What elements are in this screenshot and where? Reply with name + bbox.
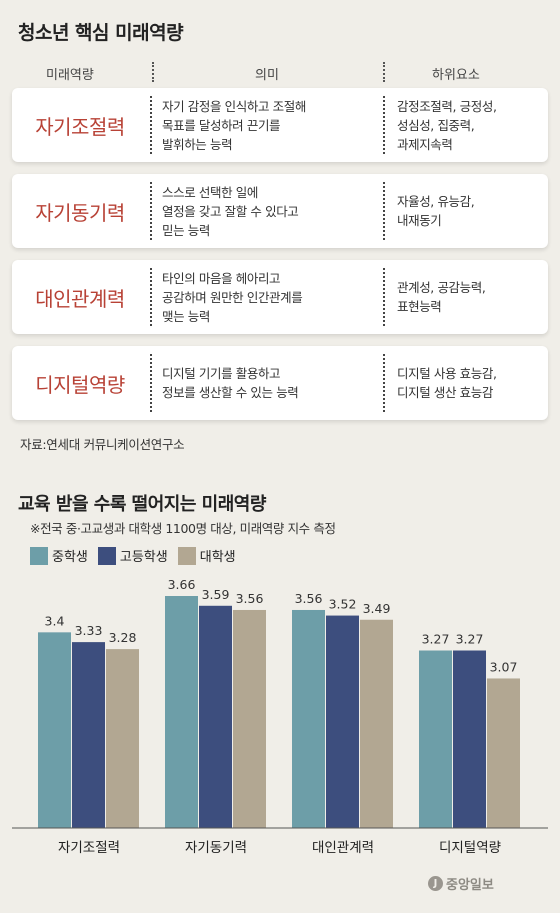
competency-name: 디지털역량 bbox=[35, 372, 125, 397]
legend-item: 대학생 bbox=[177, 546, 236, 565]
data-label: 3.49 bbox=[363, 601, 391, 616]
card-divider bbox=[150, 182, 152, 240]
category-label: 자기조절력 bbox=[58, 840, 120, 856]
competency-subelements: 자율성, 유능감, 내재동기 bbox=[397, 194, 475, 228]
header-divider-1 bbox=[152, 62, 154, 82]
data-label: 3.59 bbox=[202, 587, 230, 602]
bar bbox=[165, 596, 198, 828]
bar bbox=[106, 649, 139, 828]
legend-swatch bbox=[30, 546, 48, 565]
card-divider bbox=[383, 354, 385, 412]
card-divider bbox=[150, 268, 152, 326]
card-divider bbox=[383, 268, 385, 326]
table-title: 청소년 핵심 미래역량 bbox=[18, 22, 184, 44]
competency-card: 자기동기력 스스로 선택한 일에 열정을 갖고 잘할 수 있다고 믿는 능력 자율성… bbox=[12, 174, 548, 248]
bar bbox=[360, 619, 393, 828]
header-meaning: 의미 bbox=[255, 68, 279, 83]
bar bbox=[233, 609, 266, 828]
data-label: 3.27 bbox=[422, 632, 450, 647]
bar bbox=[419, 650, 452, 828]
data-label: 3.28 bbox=[109, 630, 137, 645]
category-label: 대인관계력 bbox=[312, 840, 374, 856]
card-divider bbox=[150, 96, 152, 154]
competency-name: 자기동기력 bbox=[35, 200, 125, 225]
data-label: 3.07 bbox=[490, 659, 518, 674]
data-label: 3.56 bbox=[236, 591, 264, 606]
header-divider-2 bbox=[383, 62, 385, 82]
bar bbox=[72, 642, 105, 828]
legend-item: 중학생 bbox=[30, 546, 88, 565]
bar bbox=[38, 632, 71, 828]
card-divider bbox=[150, 354, 152, 412]
logo-icon: J bbox=[428, 876, 443, 891]
publisher-logo: J 중앙일보 bbox=[428, 874, 494, 893]
data-label: 3.4 bbox=[45, 613, 65, 628]
card-divider bbox=[383, 182, 385, 240]
chart-title: 교육 받을 수록 떨어지는 미래역량 bbox=[18, 494, 266, 515]
legend-label: 대학생 bbox=[199, 550, 236, 565]
data-label: 3.33 bbox=[75, 623, 103, 638]
competency-name: 대인관계력 bbox=[35, 286, 125, 311]
bar bbox=[326, 615, 359, 828]
legend-label: 중학생 bbox=[52, 550, 88, 565]
legend-swatch bbox=[97, 546, 116, 565]
header-subelements: 하위요소 bbox=[432, 68, 480, 83]
logo-text: 중앙일보 bbox=[446, 878, 494, 893]
category-label: 자기동기력 bbox=[185, 840, 247, 856]
header-competency: 미래역량 bbox=[46, 68, 94, 83]
competency-meaning: 디지털 기기를 활용하고 정보를 생산할 수 있는 능력 bbox=[162, 366, 299, 400]
competency-meaning: 스스로 선택한 일에 열정을 갖고 잘할 수 있다고 믿는 능력 bbox=[162, 185, 299, 238]
data-label: 3.52 bbox=[329, 597, 357, 612]
legend-label: 고등학생 bbox=[119, 550, 168, 565]
chart-legend: 중학생 고등학생 대학생 bbox=[30, 546, 236, 565]
competency-name: 자기조절력 bbox=[35, 114, 125, 139]
data-label: 3.56 bbox=[295, 591, 323, 606]
source-note: 자료:연세대 커뮤니케이션연구소 bbox=[20, 437, 185, 452]
competency-card: 자기조절력 자기 감정을 인식하고 조절해 목표를 달성하려 끈기를 발휘하는 능력… bbox=[12, 88, 548, 162]
category-label: 디지털역량 bbox=[439, 840, 501, 856]
competency-meaning: 자기 감정을 인식하고 조절해 목표를 달성하려 끈기를 발휘하는 능력 bbox=[162, 99, 306, 152]
legend-item: 고등학생 bbox=[97, 546, 168, 565]
competency-subelements: 감정조절력, 긍정성, 성심성, 집중력, 과제지속력 bbox=[397, 99, 497, 152]
bar bbox=[453, 650, 486, 828]
data-label: 3.27 bbox=[456, 632, 484, 647]
chart-subtitle: ※전국 중·고교생과 대학생 1100명 대상, 미래역량 지수 측정 bbox=[30, 521, 336, 536]
bar bbox=[487, 678, 520, 828]
data-label: 3.66 bbox=[168, 577, 196, 592]
competency-card: 대인관계력 타인의 마음을 헤아리고 공감하며 원만한 인간관계를 맺는 능력 관계… bbox=[12, 260, 548, 334]
legend-swatch bbox=[177, 546, 196, 565]
competency-meaning: 타인의 마음을 헤아리고 공감하며 원만한 인간관계를 맺는 능력 bbox=[162, 271, 303, 324]
bar bbox=[292, 609, 325, 828]
bar bbox=[199, 605, 232, 828]
competency-subelements: 관계성, 공감능력, 표현능력 bbox=[397, 280, 486, 314]
competency-card: 디지털역량 디지털 기기를 활용하고 정보를 생산할 수 있는 능력 디지털 사용… bbox=[12, 346, 548, 420]
card-divider bbox=[383, 96, 385, 154]
competency-subelements: 디지털 사용 효능감, 디지털 생산 효능감 bbox=[397, 366, 497, 400]
